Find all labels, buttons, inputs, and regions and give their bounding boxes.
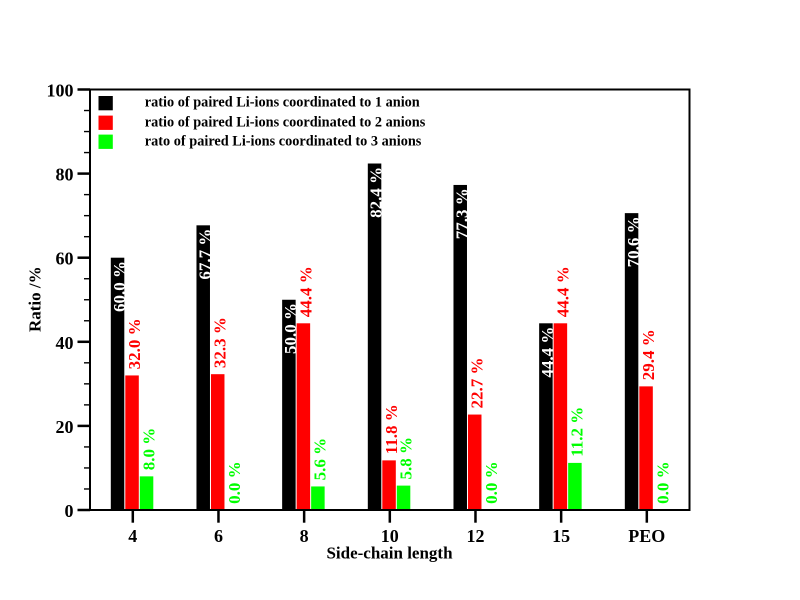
svg-text:60.0 %: 60.0 %	[110, 261, 129, 312]
svg-text:ratio of paired Li-ions coordi: ratio of paired Li-ions coordinated to 2…	[145, 114, 426, 130]
svg-text:50.0 %: 50.0 %	[281, 303, 300, 354]
svg-text:82.4 %: 82.4 %	[367, 167, 386, 218]
svg-text:ratio of paired Li-ions coordi: ratio of paired Li-ions coordinated to 1…	[145, 95, 420, 111]
svg-text:0.0 %: 0.0 %	[225, 461, 244, 504]
svg-text:4: 4	[128, 526, 137, 546]
svg-text:Ratio /%: Ratio /%	[26, 266, 45, 332]
svg-text:5.6 %: 5.6 %	[311, 438, 330, 481]
svg-text:8: 8	[300, 526, 309, 546]
svg-text:rato of paired Li-ions coordin: rato of paired Li-ions coordinated to 3 …	[145, 133, 422, 149]
svg-text:5.8 %: 5.8 %	[396, 437, 415, 480]
svg-text:60: 60	[56, 249, 74, 269]
svg-text:44.4 %: 44.4 %	[538, 327, 557, 378]
svg-text:44.4 %: 44.4 %	[553, 266, 572, 317]
svg-text:0.0 %: 0.0 %	[482, 461, 501, 503]
svg-text:10: 10	[381, 526, 399, 546]
svg-text:6: 6	[214, 526, 223, 546]
svg-text:32.3 %: 32.3 %	[211, 317, 230, 368]
svg-text:11.2 %: 11.2 %	[568, 407, 587, 457]
svg-text:100: 100	[47, 81, 74, 101]
svg-text:70.6 %: 70.6 %	[624, 216, 643, 267]
svg-text:Side-chain length: Side-chain length	[326, 544, 453, 563]
svg-text:29.4 %: 29.4 %	[639, 329, 658, 380]
svg-text:77.3 %: 77.3 %	[452, 188, 471, 239]
svg-text:15: 15	[552, 526, 570, 546]
svg-text:44.4 %: 44.4 %	[296, 266, 315, 317]
svg-text:0: 0	[65, 501, 74, 521]
svg-text:20: 20	[56, 417, 74, 437]
svg-text:80: 80	[56, 165, 74, 185]
svg-text:11.8 %: 11.8 %	[382, 404, 401, 454]
svg-text:67.7 %: 67.7 %	[195, 229, 214, 280]
svg-text:22.7 %: 22.7 %	[468, 357, 487, 408]
svg-text:0.0 %: 0.0 %	[653, 461, 672, 504]
svg-text:32.0 %: 32.0 %	[125, 318, 144, 369]
svg-text:40: 40	[56, 333, 74, 353]
svg-text:12: 12	[466, 526, 484, 546]
svg-text:PEO: PEO	[628, 526, 665, 546]
svg-text:8.0 %: 8.0 %	[139, 428, 158, 471]
